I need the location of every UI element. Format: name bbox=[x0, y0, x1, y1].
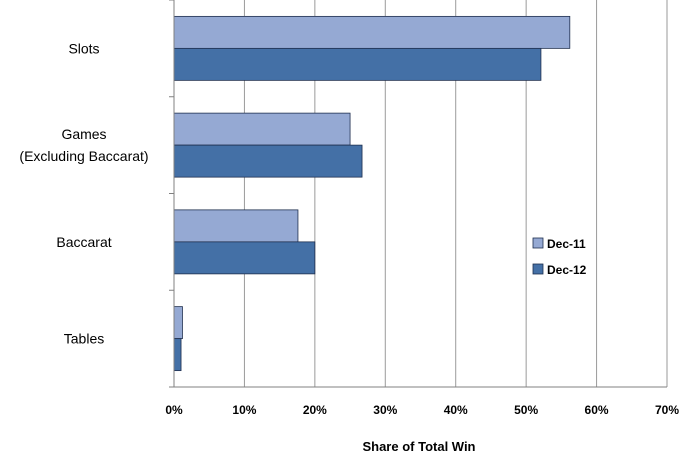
bar-dec-12-2 bbox=[173, 241, 316, 275]
category-labels: Slots Games (Excluding Baccarat) Baccarat Ta… bbox=[19, 40, 148, 346]
x-axis-title: Share of Total Win bbox=[362, 439, 475, 454]
bars bbox=[173, 15, 571, 372]
category-label: Games (Excluding Baccarat) bbox=[19, 126, 148, 164]
x-tick-label: 60% bbox=[585, 403, 609, 417]
bar-dec-11-2 bbox=[173, 209, 299, 243]
legend-swatch bbox=[532, 237, 544, 249]
category-label: Slots bbox=[68, 40, 99, 56]
bar-dec-11-1 bbox=[173, 112, 351, 146]
bar-dec-12-1 bbox=[173, 144, 363, 178]
x-tick-label: 70% bbox=[655, 403, 679, 417]
bar-dec-11-3 bbox=[173, 306, 183, 340]
axes bbox=[169, 0, 667, 388]
x-tick-label: 50% bbox=[514, 403, 538, 417]
bar-dec-12-3 bbox=[173, 338, 182, 372]
legend: Dec-11 Dec-12 bbox=[532, 237, 587, 277]
x-tick-label: 20% bbox=[303, 403, 327, 417]
category-label: Baccarat bbox=[56, 234, 111, 250]
x-tick-label: 30% bbox=[373, 403, 397, 417]
x-tick-label: 0% bbox=[165, 403, 183, 417]
x-tick-label: 10% bbox=[232, 403, 256, 417]
x-tick-label: 40% bbox=[444, 403, 468, 417]
category-label: Tables bbox=[64, 331, 104, 347]
bar-dec-12-0 bbox=[173, 47, 542, 81]
bar-dec-11-0 bbox=[173, 15, 571, 49]
legend-swatch bbox=[532, 263, 544, 275]
x-tick-labels: 0% 10% 20% 30% 40% 50% 60% 70% bbox=[165, 403, 679, 417]
legend-label: Dec-12 bbox=[547, 263, 587, 277]
legend-label: Dec-11 bbox=[547, 237, 586, 251]
